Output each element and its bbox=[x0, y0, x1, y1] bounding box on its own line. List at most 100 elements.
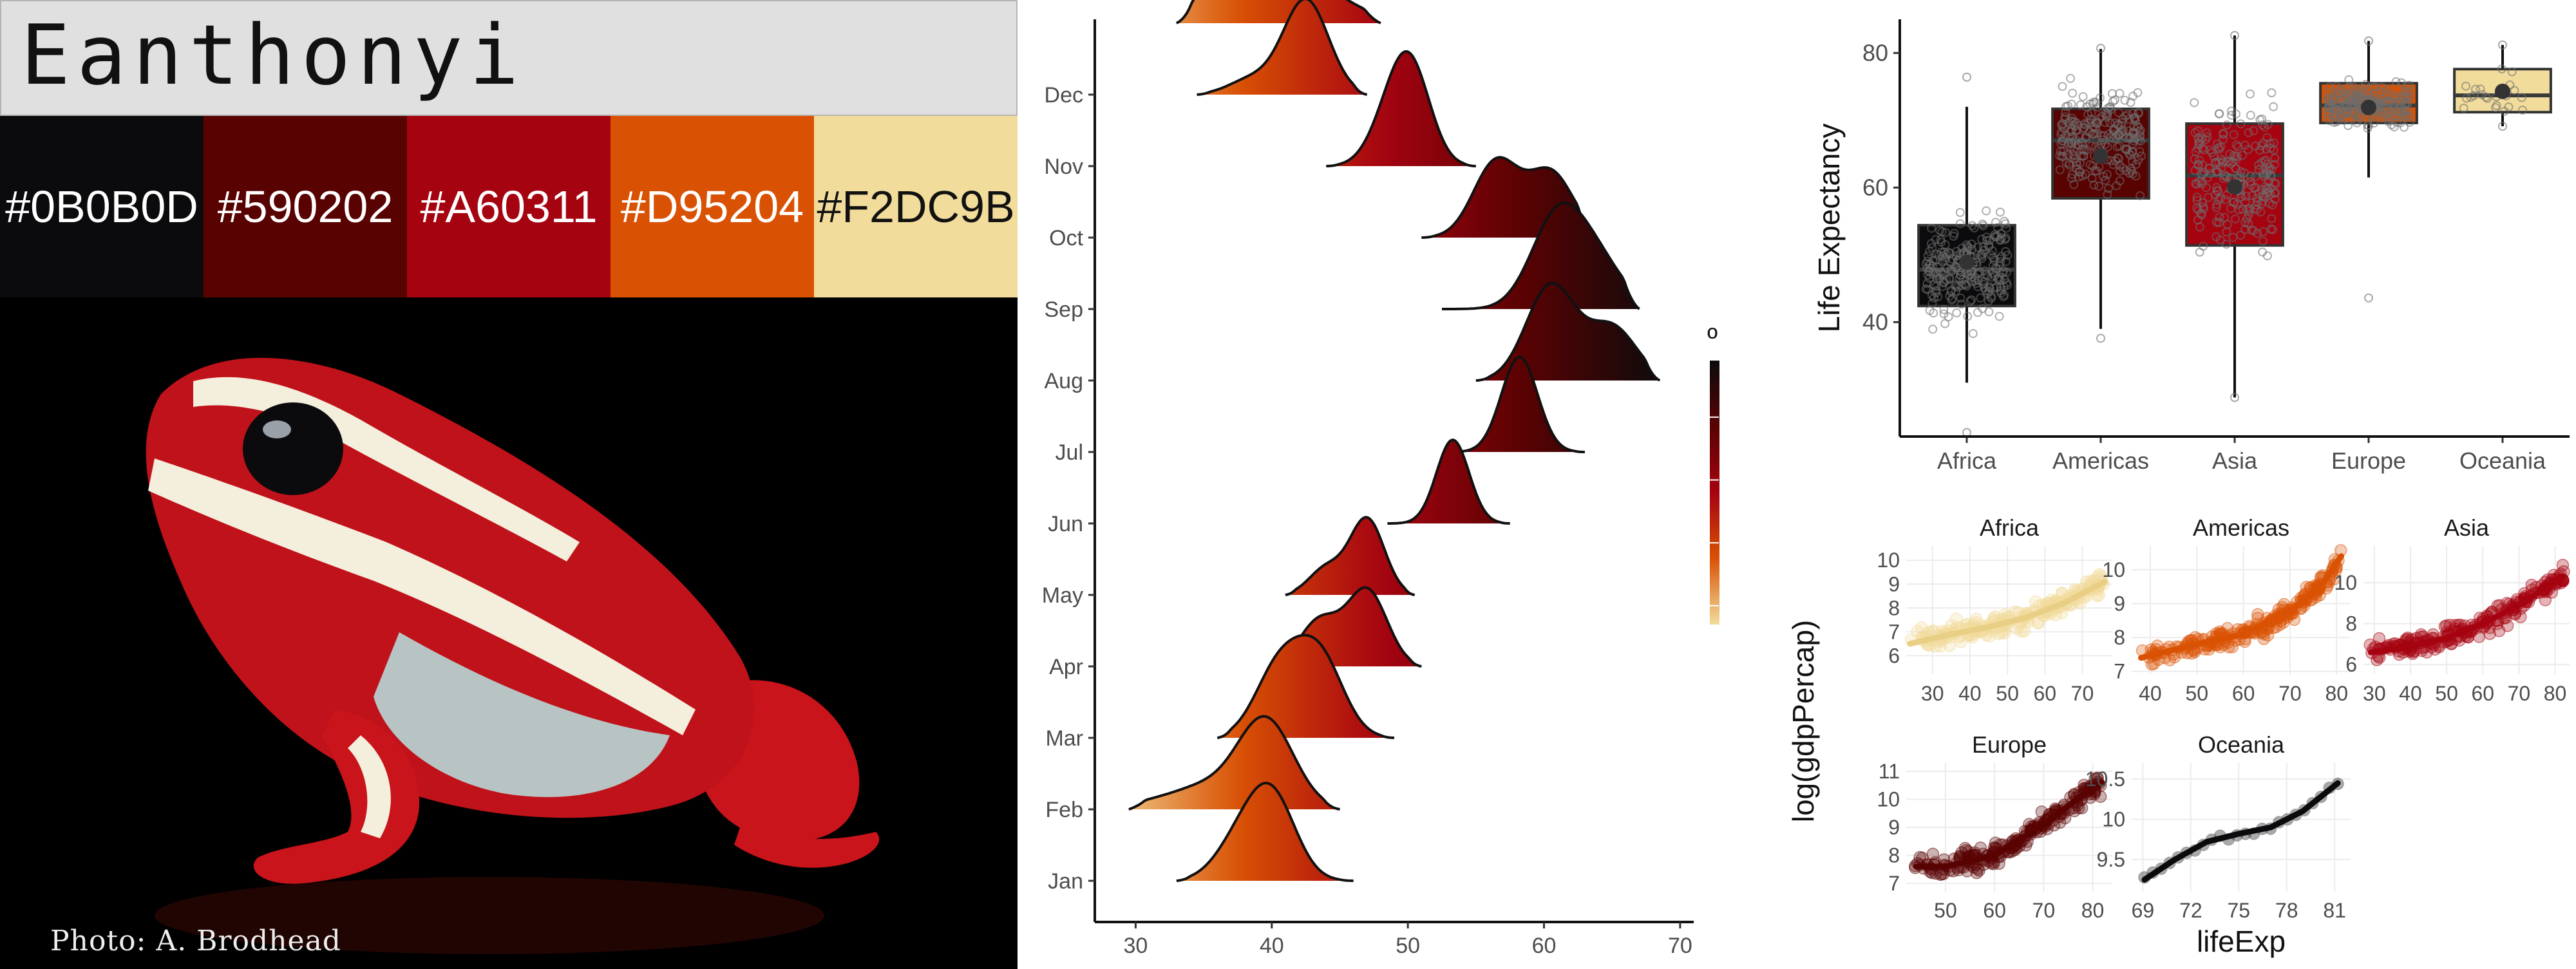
facet-y-tick-label: 8 bbox=[2345, 612, 2357, 635]
box-jitter-point bbox=[2507, 67, 2517, 77]
ridge-area-Nov bbox=[1326, 51, 1476, 167]
facet-strip-label: Africa bbox=[1980, 514, 2040, 541]
facet-smooth-line bbox=[1913, 779, 2105, 870]
box-jitter-point bbox=[2103, 183, 2113, 193]
box-jitter-point bbox=[2335, 104, 2345, 113]
box-jitter-point bbox=[2055, 165, 2065, 174]
ridge-y-tick-label: Sep bbox=[1045, 297, 1084, 322]
box-jitter-point bbox=[2380, 87, 2389, 97]
box-jitter-point bbox=[1928, 325, 1938, 334]
box-jitter-point bbox=[2058, 151, 2068, 161]
box-jitter-point bbox=[2324, 116, 2334, 126]
facet-point bbox=[2032, 616, 2045, 629]
ridge-area-Dec bbox=[1197, 0, 1367, 95]
facet-x-tick-label: 50 bbox=[2185, 682, 2208, 705]
box-jitter-point bbox=[2383, 97, 2393, 106]
facet-point bbox=[2079, 575, 2093, 588]
box-jitter-point bbox=[1989, 256, 1999, 265]
box-jitter-point bbox=[2098, 135, 2108, 145]
box-jitter-point bbox=[2269, 102, 2278, 111]
box-jitter-point bbox=[2364, 120, 2374, 130]
box-jitter-point bbox=[2133, 88, 2143, 97]
box-jitter-point bbox=[2259, 196, 2268, 205]
facet-y-tick-label: 10 bbox=[2334, 571, 2357, 594]
box-jitter-point bbox=[2387, 120, 2396, 129]
box-jitter-point bbox=[2121, 165, 2131, 175]
facet-panel-Europe: Europe 50 60 70 80 7 8 9 10 11 bbox=[1877, 731, 2112, 922]
box-jitter-point bbox=[2386, 106, 2396, 116]
box-jitter-point bbox=[2068, 88, 2078, 98]
box-extreme-point bbox=[2364, 293, 2373, 303]
legend-colorbar bbox=[1710, 361, 1719, 625]
box-jitter-point bbox=[1925, 306, 1935, 315]
facet-x-tick-label: 40 bbox=[2139, 682, 2162, 705]
box-y-tick-label: 60 bbox=[1862, 174, 1888, 200]
box-jitter-point bbox=[1967, 295, 1976, 305]
facet-point bbox=[2287, 613, 2301, 626]
box-jitter-point bbox=[1957, 243, 1967, 253]
frog-back-foot bbox=[734, 825, 880, 868]
box-jitter-point bbox=[2103, 190, 2112, 200]
facet-smooth-line bbox=[2138, 553, 2344, 661]
frog-front-leg-stripe bbox=[348, 735, 391, 838]
facet-x-tick-label: 50 bbox=[1934, 899, 1957, 922]
box-jitter-point bbox=[2231, 109, 2241, 118]
box-jitter-point bbox=[1982, 232, 1991, 242]
box-jitter-point bbox=[2269, 178, 2279, 188]
box-jitter-point bbox=[2192, 193, 2202, 202]
box-jitter-point bbox=[1936, 235, 1946, 245]
box-mean-point bbox=[2093, 148, 2108, 164]
box-jitter-point bbox=[2499, 106, 2509, 116]
box-jitter-point bbox=[2476, 84, 2485, 94]
box-jitter-point bbox=[1993, 223, 2002, 232]
box-jitter-point bbox=[2470, 84, 2480, 94]
box-jitter-point bbox=[2222, 172, 2232, 182]
box-jitter-point bbox=[2213, 167, 2222, 177]
box-jitter-point bbox=[2059, 133, 2069, 143]
box-jitter-point bbox=[1978, 304, 1987, 314]
box-jitter-point bbox=[2246, 171, 2255, 181]
box-jitter-point bbox=[2098, 111, 2107, 121]
box-jitter-point bbox=[2197, 179, 2207, 189]
box-jitter-point bbox=[2111, 156, 2121, 165]
facet-x-tick-label: 30 bbox=[2363, 682, 2386, 705]
facet-strip-label: Oceania bbox=[2198, 731, 2285, 758]
box-jitter-point bbox=[2244, 127, 2253, 137]
box-jitter-point bbox=[2251, 172, 2260, 182]
box-jitter-point bbox=[1977, 251, 1987, 261]
box-jitter-point bbox=[1988, 260, 1998, 270]
box-jitter-point bbox=[1995, 207, 2005, 217]
facet-x-tick-label: 60 bbox=[2471, 682, 2494, 705]
box-jitter-point bbox=[1931, 281, 1941, 291]
ridge-outline-May bbox=[1285, 516, 1416, 596]
box-jitter-point bbox=[1922, 263, 1932, 273]
box-jitter-point bbox=[2001, 257, 2011, 267]
box-jitter-point bbox=[2365, 83, 2374, 93]
box-jitter-point bbox=[2249, 126, 2259, 136]
box-jitter-point bbox=[2344, 121, 2353, 131]
box-jitter-point bbox=[2195, 247, 2204, 257]
box-jitter-point bbox=[1922, 279, 1932, 288]
box-jitter-point bbox=[2115, 176, 2125, 185]
facet-smooth-line bbox=[2141, 780, 2341, 883]
box-jitter-point bbox=[2095, 93, 2105, 103]
box-jitter-point bbox=[1955, 208, 1965, 218]
box-jitter-point bbox=[2134, 122, 2143, 132]
box-jitter-point bbox=[2085, 160, 2095, 169]
box-jitter-point bbox=[2191, 179, 2201, 189]
ridge-outline-Jul bbox=[1448, 355, 1585, 453]
box-jitter-point bbox=[2228, 157, 2237, 167]
box-jitter-points bbox=[2055, 73, 2146, 200]
box-jitter-point bbox=[1956, 267, 1966, 277]
box-x-tick-label: Europe bbox=[2331, 447, 2406, 474]
box-jitter-point bbox=[1942, 249, 1951, 259]
box-jitter-point bbox=[1965, 297, 1975, 306]
facet-x-tick-label: 69 bbox=[2132, 899, 2155, 922]
box-x-tick-label: Africa bbox=[1937, 447, 1997, 474]
box-jitter-point bbox=[2101, 175, 2110, 185]
facet-x-tick-label: 60 bbox=[2232, 682, 2255, 705]
box-jitter-point bbox=[2194, 138, 2204, 148]
box-jitter-point bbox=[2067, 125, 2076, 135]
box-jitter-point bbox=[1998, 268, 2008, 278]
box-jitter-point bbox=[2246, 89, 2255, 99]
